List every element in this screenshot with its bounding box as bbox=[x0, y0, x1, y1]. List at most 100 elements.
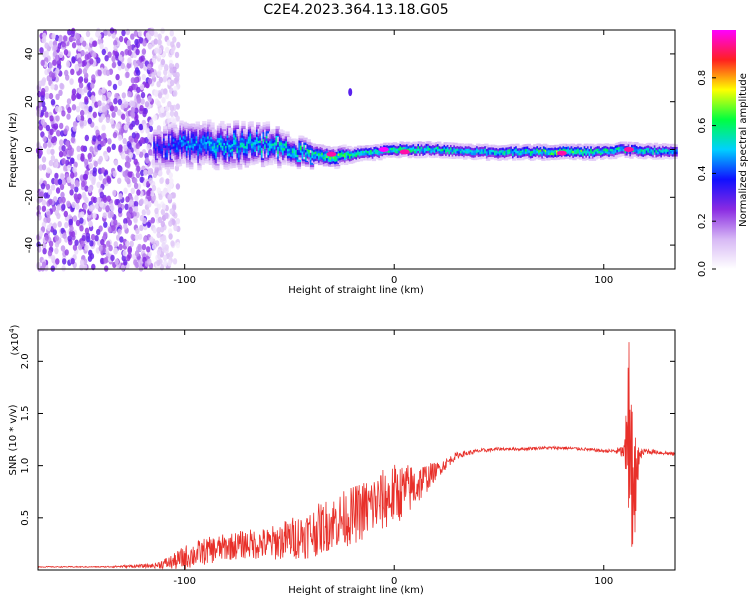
heatmap-cell bbox=[96, 197, 102, 204]
heatmap-cell bbox=[96, 228, 101, 236]
heatmap-cell bbox=[448, 156, 453, 159]
heatmap-cell bbox=[583, 143, 589, 147]
heatmap-cell bbox=[166, 159, 171, 163]
heatmap-cell bbox=[172, 124, 178, 128]
heatmap-cell bbox=[83, 158, 89, 166]
heatmap-cell bbox=[417, 141, 422, 144]
heatmap-cell bbox=[200, 162, 205, 165]
y-tick-label: 20 bbox=[24, 95, 35, 108]
heatmap-cell bbox=[120, 264, 126, 271]
heatmap-cell bbox=[282, 162, 287, 165]
heatmap-cell bbox=[128, 85, 133, 93]
heatmap-cell bbox=[109, 118, 115, 125]
heatmap-cell bbox=[301, 158, 306, 162]
heatmap-cell bbox=[135, 148, 140, 156]
heatmap-cell bbox=[113, 247, 119, 254]
heatmap-cell bbox=[73, 193, 79, 200]
heatmap-cell bbox=[138, 151, 144, 158]
heatmap-cell bbox=[591, 158, 597, 161]
heatmap-cell bbox=[55, 129, 61, 137]
heatmap-cell bbox=[262, 127, 267, 130]
heatmap-cell bbox=[113, 39, 118, 47]
heatmap-cell bbox=[138, 260, 143, 267]
heatmap-cell bbox=[226, 125, 231, 129]
heatmap-cell bbox=[132, 211, 137, 218]
heatmap-cell bbox=[64, 249, 69, 256]
heatmap-cell bbox=[154, 166, 159, 174]
heatmap-cell bbox=[128, 206, 133, 214]
heatmap-cell bbox=[148, 149, 153, 156]
heatmap-cell bbox=[70, 136, 76, 144]
heatmap-cell bbox=[77, 193, 82, 200]
heatmap-cell bbox=[83, 173, 89, 181]
heatmap-cell bbox=[156, 231, 161, 239]
heatmap-cell bbox=[54, 34, 60, 42]
heatmap-cell bbox=[130, 33, 135, 40]
heatmap-cell bbox=[114, 92, 119, 100]
heatmap-cell bbox=[157, 92, 163, 99]
heatmap-cell bbox=[168, 220, 173, 227]
heatmap-cell bbox=[177, 158, 183, 162]
y-tick-label: 2.0 bbox=[20, 353, 31, 369]
heatmap-cell bbox=[142, 40, 147, 47]
heatmap-cell bbox=[127, 90, 132, 98]
heatmap-cell bbox=[125, 240, 130, 247]
heatmap-cell bbox=[106, 175, 111, 183]
heatmap-cell bbox=[84, 185, 89, 192]
heatmap-cell bbox=[187, 123, 192, 127]
heatmap-cell bbox=[102, 212, 107, 219]
heatmap-cell bbox=[151, 159, 156, 166]
heatmap-cell bbox=[136, 86, 141, 94]
colorbar-tick-label: 0.8 bbox=[697, 70, 708, 86]
heatmap-cell bbox=[41, 77, 47, 84]
heatmap-cell bbox=[275, 131, 280, 134]
heatmap-cell bbox=[149, 236, 154, 243]
heatmap-cell bbox=[301, 163, 306, 166]
heatmap-cell bbox=[175, 241, 181, 249]
heatmap-cell bbox=[87, 186, 93, 194]
heatmap-cell bbox=[71, 104, 77, 111]
heatmap-cell bbox=[77, 77, 83, 84]
heatmap-cell bbox=[80, 109, 85, 117]
heatmap-cell bbox=[164, 166, 170, 170]
heatmap-cell bbox=[256, 124, 261, 128]
heatmap-cell bbox=[123, 124, 128, 131]
heatmap-cell bbox=[111, 61, 117, 69]
heatmap-cell bbox=[154, 207, 159, 215]
colorbar-gradient bbox=[712, 30, 736, 269]
heatmap-cell bbox=[40, 59, 45, 67]
heatmap-cell bbox=[171, 122, 176, 126]
heatmap-cell bbox=[110, 254, 115, 262]
heatmap-cell bbox=[277, 165, 282, 169]
heatmap-cell bbox=[105, 204, 110, 212]
heatmap-cell bbox=[275, 133, 280, 137]
heatmap-cell bbox=[156, 81, 161, 88]
heatmap-cell bbox=[134, 113, 139, 121]
heatmap-cell bbox=[130, 187, 135, 194]
heatmap-cell bbox=[79, 115, 85, 122]
heatmap-cell bbox=[296, 159, 302, 163]
heatmap-cell bbox=[187, 126, 192, 129]
heatmap-cell bbox=[257, 159, 262, 163]
heatmap-cell bbox=[163, 69, 168, 76]
heatmap-cell bbox=[177, 163, 183, 167]
heatmap-cell bbox=[304, 161, 310, 165]
heatmap-cell bbox=[106, 146, 112, 153]
heatmap-cell bbox=[77, 57, 82, 64]
heatmap-cell bbox=[246, 158, 251, 161]
heatmap-cell bbox=[48, 62, 53, 69]
heatmap-cell bbox=[66, 200, 71, 207]
heatmap-cell bbox=[129, 199, 134, 206]
heatmap-cell bbox=[163, 126, 168, 129]
heatmap-cell bbox=[69, 189, 74, 196]
heatmap-cell bbox=[66, 113, 71, 120]
heatmap-cell bbox=[118, 165, 123, 172]
heatmap-cell bbox=[653, 142, 659, 146]
heatmap-cell bbox=[111, 143, 116, 150]
heatmap-cell bbox=[450, 142, 455, 146]
heatmap-cell bbox=[139, 176, 144, 183]
heatmap-cell bbox=[157, 33, 162, 40]
heatmap-cell bbox=[165, 178, 170, 185]
y-tick-label: -20 bbox=[24, 189, 35, 205]
heatmap-cell bbox=[173, 77, 178, 84]
